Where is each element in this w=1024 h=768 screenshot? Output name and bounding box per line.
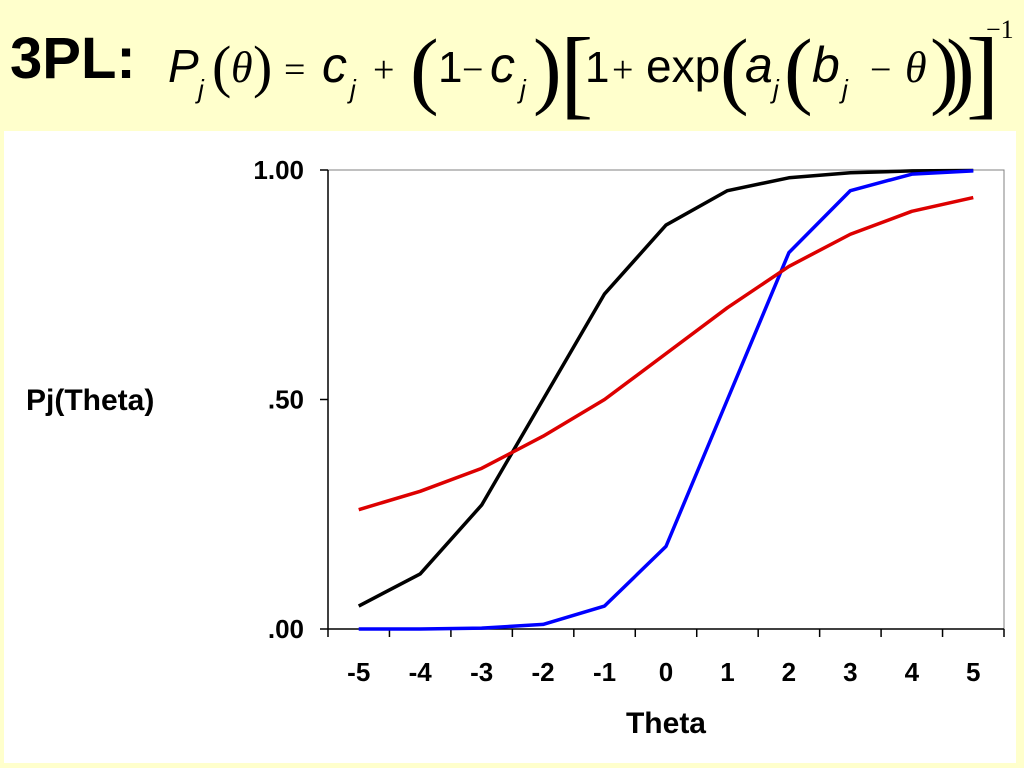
formula-bracket-open: [ [560, 17, 593, 128]
formula-theta: θ [905, 43, 927, 92]
x-tick-label: 0 [659, 657, 673, 687]
formula-plus: + [373, 49, 394, 91]
formula-a: a [745, 37, 773, 93]
series-line-3 [358, 195, 974, 512]
x-tick-label: -1 [593, 657, 616, 687]
formula-sub-j: j [839, 74, 849, 104]
series-lines [357, 168, 974, 631]
x-tick-label: 2 [782, 657, 796, 687]
y-tick-label: .50 [268, 385, 304, 415]
formula-paren-close: ) [946, 21, 975, 117]
formula-bracket-close: ] [966, 17, 999, 128]
formula-equals: = [284, 49, 305, 91]
formula-c: c [490, 37, 515, 93]
formula-paren-open: ( [720, 21, 749, 117]
series-line-2 [358, 169, 974, 631]
formula-one: 1 [438, 43, 462, 92]
formula-sub-j: j [517, 74, 527, 104]
formula-sub-j: j [770, 74, 780, 104]
formula-one: 1 [585, 43, 609, 92]
y-axis-title: Pj(Theta) [26, 384, 154, 417]
y-tick-label: 1.00 [253, 155, 304, 185]
series-line-1 [357, 168, 974, 608]
chart: .00 .50 1.00 -5 -4 -3 -2 -1 0 1 2 3 4 5 Pj(Theta) Th… [26, 155, 1005, 740]
formula-power: −1 [986, 15, 1014, 44]
formula-paren-close: ) [253, 34, 272, 99]
x-tick-label: 4 [905, 657, 920, 687]
x-tick-label: -2 [532, 657, 555, 687]
formula-minus: − [462, 49, 483, 91]
formula-theta: θ [231, 43, 253, 92]
formula-exp: exp [646, 40, 720, 92]
formula-plus: + [612, 49, 633, 91]
formula-paren-open: ( [212, 34, 231, 99]
x-tick-label: -3 [470, 657, 493, 687]
x-axis-title: Theta [626, 707, 706, 740]
x-tick-label: -5 [347, 657, 370, 687]
x-tick-label: 5 [966, 657, 980, 687]
x-tick-label: -4 [409, 657, 433, 687]
formula-p: P [168, 40, 199, 92]
chart-panel: .00 .50 1.00 -5 -4 -3 -2 -1 0 1 2 3 4 5 Pj(Theta) Th… [4, 131, 1016, 763]
plot-area [327, 169, 1005, 630]
x-tick-label: 1 [720, 657, 734, 687]
formula-paren-close: ) [533, 21, 562, 117]
formula-c: c [322, 37, 347, 93]
formula-b: b [812, 37, 840, 93]
formula-sub-j: j [347, 74, 357, 104]
slide-title: 3PL: [10, 26, 136, 91]
formula: P j ( θ ) = c j + ( 1 − c j ) [ 1 + exp … [168, 15, 1014, 128]
formula-paren-close: ) [930, 21, 959, 117]
formula-minus: − [870, 49, 891, 91]
formula-paren-open: ( [410, 21, 439, 117]
formula-paren-open: ( [784, 21, 813, 117]
formula-sub-j: j [195, 74, 205, 104]
y-tick-label: .00 [268, 614, 304, 644]
x-tick-label: 3 [843, 657, 857, 687]
x-ticks: -5 -4 -3 -2 -1 0 1 2 3 4 5 [327, 629, 1005, 687]
y-ticks: .00 .50 1.00 [253, 155, 328, 644]
